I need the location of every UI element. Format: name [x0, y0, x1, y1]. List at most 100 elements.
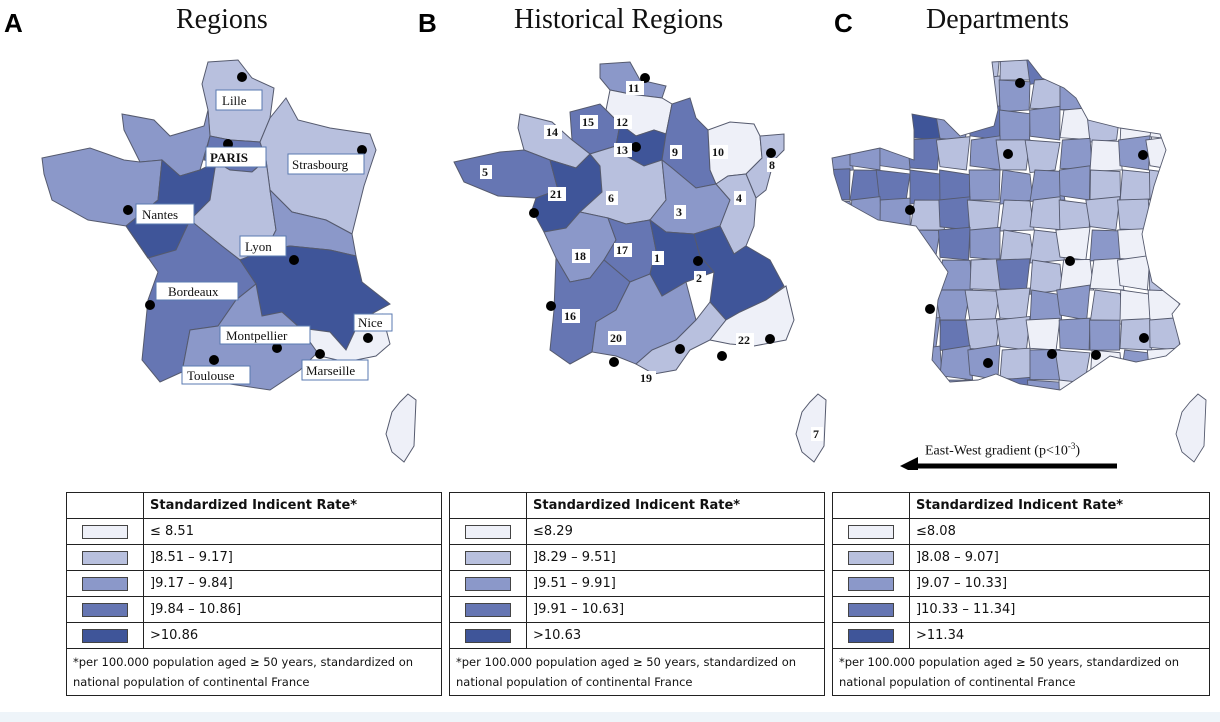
department: [832, 60, 851, 82]
department: [1086, 109, 1121, 143]
legend-swatch-1: [82, 524, 128, 539]
city-label-lille: Lille: [222, 93, 247, 108]
department: [1026, 379, 1061, 390]
department: [879, 79, 915, 111]
department: [846, 379, 881, 390]
department: [1059, 78, 1091, 111]
department: [1029, 196, 1064, 231]
department: [1059, 137, 1093, 171]
city-dot-nantes: [123, 205, 133, 215]
city-labels: Lille PARIS Strasbourg Nantes Lyon Borde…: [135, 89, 393, 385]
department: [832, 255, 852, 291]
department: [938, 196, 971, 231]
department: [1179, 288, 1180, 321]
legend-swatch-3: [82, 576, 128, 591]
department: [969, 226, 1001, 261]
historical-region-22: [709, 285, 795, 347]
department: [1179, 259, 1180, 291]
department: [844, 107, 881, 141]
region-number-label: 17: [616, 243, 628, 257]
region-number-label: 12: [616, 115, 628, 129]
department: [1055, 226, 1091, 261]
department: [1089, 139, 1123, 172]
department: [1059, 258, 1095, 291]
city-label-montpellier: Montpellier: [226, 328, 288, 343]
department: [998, 79, 1031, 113]
department: [995, 139, 1031, 171]
region-number-label: 20: [610, 331, 622, 345]
region-number-label: 21: [550, 187, 562, 201]
east-west-gradient-arrow: [900, 457, 1117, 470]
legend-swatch-2: [82, 550, 128, 565]
region-number-label: 14: [546, 125, 558, 139]
region-number-label: 9: [672, 145, 678, 159]
legend-swatch-4: [82, 602, 128, 617]
region-number-label: 18: [574, 249, 586, 263]
legend-class-4: ]9.84 – 10.86]: [143, 596, 441, 623]
department: [1149, 317, 1180, 351]
department: [995, 258, 1031, 291]
department: [1089, 229, 1123, 262]
department: [1029, 105, 1061, 141]
panel-letter-b: B: [418, 8, 437, 38]
city-dot-bordeaux: [145, 300, 155, 310]
department: [1119, 169, 1153, 204]
department: [875, 60, 911, 85]
city-label-toulouse: Toulouse: [187, 368, 235, 383]
department: [999, 347, 1033, 381]
region-number-label: 2: [696, 271, 702, 285]
department: [1058, 165, 1091, 201]
legend-swatch-1: [848, 524, 894, 539]
panel-letter-a: A: [4, 8, 23, 38]
city-dot-toulouse: [209, 355, 219, 365]
region-number-label: 15: [582, 115, 594, 129]
department: [879, 286, 912, 321]
legend-class-3: ]9.07 – 10.33]: [909, 570, 1209, 597]
panel-letter-c: C: [834, 8, 853, 38]
department: [1146, 229, 1180, 265]
legend-class-3: ]9.17 – 9.84]: [143, 570, 441, 597]
city-dot-montpellier: [272, 343, 282, 353]
department: [965, 318, 1001, 351]
department: [1147, 194, 1180, 231]
department: [937, 226, 971, 261]
department: [832, 109, 853, 142]
legend-regions: Standardized Indicent Rate* ≤ 8.51 ]8.51…: [66, 492, 442, 696]
legend-footnote: *per 100.000 population aged ≥ 50 years,…: [456, 655, 797, 689]
department: [846, 228, 881, 261]
region-number-label: 19: [640, 371, 652, 385]
region-number-label: 6: [608, 191, 614, 205]
legend-header: Standardized Indicent Rate*: [143, 493, 441, 519]
panel-title-regions: Regions: [176, 4, 268, 35]
legend-header: Standardized Indicent Rate*: [526, 493, 824, 519]
department: [968, 105, 1001, 141]
department: [999, 60, 1032, 81]
legend-class-3: ]9.51 – 9.91]: [526, 570, 824, 597]
city-label-paris: PARIS: [210, 150, 248, 165]
region-corse: [385, 393, 417, 463]
historical-region-5: [453, 149, 559, 199]
region-number-label: 3: [676, 205, 682, 219]
region-number-label: 13: [616, 143, 628, 157]
department: [934, 108, 971, 141]
department: [1146, 347, 1180, 381]
map-departments: [831, 59, 1207, 470]
department: [1089, 319, 1121, 351]
department: [995, 315, 1031, 351]
department: [876, 315, 911, 351]
legend-class-2: ]8.51 – 9.17]: [143, 544, 441, 571]
department: [964, 289, 1001, 322]
region-number-label: 4: [736, 191, 742, 205]
department: [832, 286, 851, 321]
region-number-label: 11: [628, 81, 639, 95]
panel-title-departments: Departments: [926, 4, 1070, 35]
city-label-strasbourg: Strasbourg: [292, 157, 349, 172]
department: [1175, 104, 1180, 141]
department: [1174, 168, 1180, 201]
department: [1117, 228, 1151, 261]
east-west-gradient-label: East-West gradient (p<10-3): [925, 441, 1081, 459]
legend-class-4: ]9.91 – 10.63]: [526, 596, 824, 623]
region-number-label: 8: [769, 158, 775, 172]
department: [1086, 60, 1121, 81]
